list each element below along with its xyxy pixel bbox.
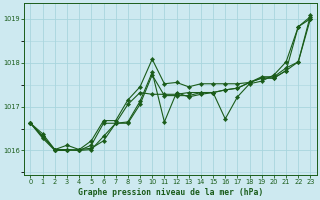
- X-axis label: Graphe pression niveau de la mer (hPa): Graphe pression niveau de la mer (hPa): [78, 188, 263, 197]
